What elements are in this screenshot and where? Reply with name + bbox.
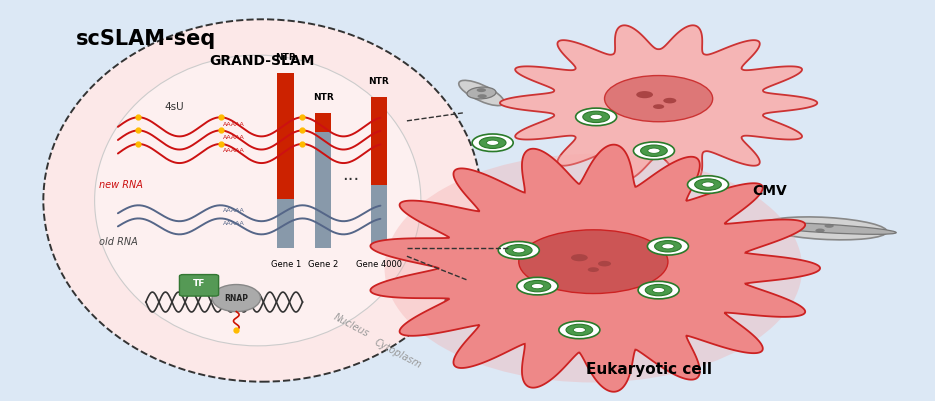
Circle shape — [512, 248, 525, 253]
Circle shape — [486, 140, 499, 146]
Bar — [314, 113, 331, 132]
Circle shape — [531, 284, 543, 289]
Circle shape — [571, 254, 588, 261]
Ellipse shape — [459, 80, 504, 105]
Circle shape — [647, 237, 688, 255]
Circle shape — [525, 280, 551, 292]
Text: AAAAA: AAAAA — [223, 208, 245, 213]
Circle shape — [477, 88, 486, 92]
Text: Gene 4000: Gene 4000 — [356, 260, 402, 269]
Circle shape — [702, 182, 714, 187]
Text: ...: ... — [342, 166, 360, 184]
Circle shape — [633, 142, 674, 160]
Circle shape — [695, 179, 721, 190]
Circle shape — [663, 98, 676, 103]
Circle shape — [654, 241, 682, 252]
Circle shape — [815, 229, 825, 233]
Text: AAAAA: AAAAA — [223, 148, 245, 153]
Text: AAAAA: AAAAA — [223, 122, 245, 127]
Circle shape — [576, 108, 617, 126]
Bar — [314, 132, 331, 248]
Circle shape — [559, 321, 600, 339]
Text: CMV: CMV — [752, 184, 786, 198]
Ellipse shape — [212, 285, 261, 312]
Polygon shape — [370, 145, 820, 392]
Circle shape — [636, 91, 653, 98]
Ellipse shape — [384, 154, 802, 383]
Text: NTR: NTR — [275, 53, 296, 62]
Text: Gene 1: Gene 1 — [270, 260, 301, 269]
Circle shape — [583, 111, 610, 123]
Text: 4sU: 4sU — [164, 102, 183, 112]
Text: NTR: NTR — [312, 93, 334, 102]
Text: scSLAM-seq: scSLAM-seq — [76, 29, 216, 49]
FancyBboxPatch shape — [180, 275, 219, 296]
Text: AAAAA: AAAAA — [223, 221, 245, 226]
Polygon shape — [500, 25, 817, 180]
Text: RNAP: RNAP — [224, 294, 249, 303]
Circle shape — [478, 94, 487, 98]
Bar — [278, 199, 295, 248]
Circle shape — [605, 75, 712, 122]
Circle shape — [662, 244, 674, 249]
Ellipse shape — [94, 55, 421, 346]
Circle shape — [566, 324, 593, 336]
Circle shape — [653, 288, 665, 293]
Ellipse shape — [467, 87, 496, 99]
Text: Cytoplasm: Cytoplasm — [372, 337, 423, 371]
Ellipse shape — [43, 19, 482, 382]
Text: Eukaryotic cell: Eukaryotic cell — [586, 362, 712, 377]
Text: new RNA: new RNA — [99, 180, 143, 190]
Text: Nucleus: Nucleus — [332, 312, 370, 340]
Bar — [278, 73, 295, 199]
Ellipse shape — [753, 223, 897, 234]
Text: Gene 2: Gene 2 — [308, 260, 338, 269]
Circle shape — [498, 241, 539, 259]
Circle shape — [506, 245, 532, 256]
Circle shape — [480, 137, 506, 148]
Circle shape — [648, 148, 660, 153]
Text: AAAAA: AAAAA — [223, 135, 245, 140]
Circle shape — [645, 284, 672, 296]
Circle shape — [519, 230, 668, 294]
Text: TF: TF — [193, 279, 205, 288]
Circle shape — [590, 114, 602, 119]
Bar — [370, 97, 387, 185]
Circle shape — [573, 327, 585, 332]
Bar — [370, 185, 387, 248]
Text: NTR: NTR — [368, 77, 389, 86]
Circle shape — [640, 145, 668, 156]
Circle shape — [517, 277, 558, 295]
Circle shape — [653, 104, 664, 109]
Circle shape — [825, 224, 834, 228]
Circle shape — [598, 261, 611, 266]
Circle shape — [687, 176, 728, 193]
Circle shape — [588, 267, 599, 272]
Circle shape — [638, 282, 679, 299]
Ellipse shape — [762, 217, 887, 240]
Text: old RNA: old RNA — [99, 237, 138, 247]
Circle shape — [472, 134, 513, 152]
Text: GRAND-SLAM: GRAND-SLAM — [209, 54, 315, 68]
